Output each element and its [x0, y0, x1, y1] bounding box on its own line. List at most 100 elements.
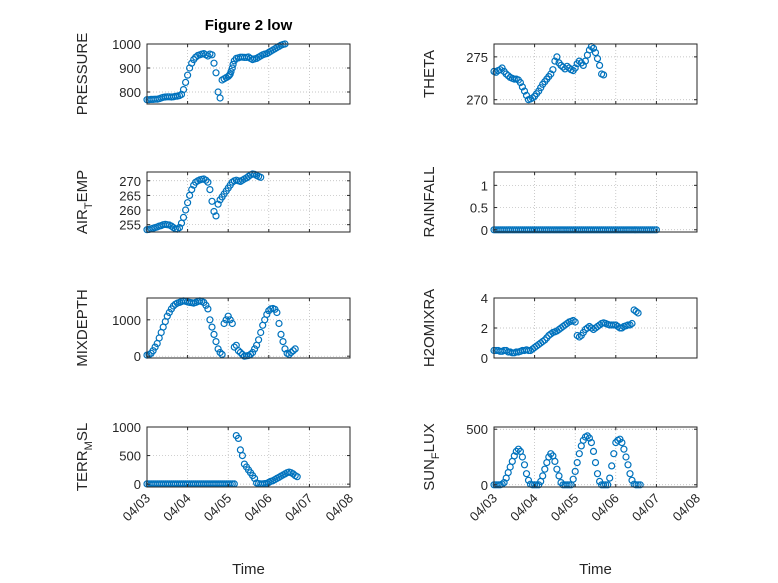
x-tick-label: 04/03: [120, 491, 154, 525]
data-point: [257, 173, 265, 181]
data-point: [212, 338, 220, 346]
data-point: [547, 70, 555, 78]
data-point: [234, 347, 242, 355]
data-point: [593, 470, 602, 478]
series-markers: [490, 432, 644, 489]
y-tick-label: 0: [481, 351, 488, 366]
data-point: [551, 457, 559, 465]
data-point: [257, 328, 265, 337]
y-axis-label: SUNFLUX: [421, 423, 442, 491]
data-point: [571, 467, 579, 475]
data-point: [583, 432, 592, 440]
y-tick-label: 255: [119, 218, 141, 233]
data-point: [604, 481, 612, 489]
data-point: [618, 439, 626, 447]
data-point: [149, 347, 157, 355]
data-point: [650, 226, 659, 234]
grid: [147, 172, 350, 232]
y-tick-label: 0: [134, 349, 141, 364]
axes-box: [493, 171, 698, 233]
y-tick-label: 0.5: [470, 201, 488, 216]
data-point: [236, 348, 244, 357]
y-tick-label: 4: [481, 291, 488, 306]
data-point: [208, 51, 216, 59]
data-point: [234, 434, 242, 442]
chart-title: Figure 2 low: [205, 17, 293, 34]
data-point: [224, 312, 232, 320]
data-point: [179, 213, 188, 221]
data-point: [238, 452, 246, 460]
data-point: [608, 462, 616, 470]
data-point: [610, 321, 618, 329]
data-point: [275, 319, 283, 328]
data-point: [188, 59, 196, 67]
y-tick-label: 1000: [112, 37, 141, 52]
data-point: [522, 470, 531, 478]
grid: [147, 427, 350, 487]
data-point: [236, 446, 244, 454]
data-point: [210, 59, 218, 67]
data-point: [624, 321, 632, 329]
data-point: [606, 474, 614, 482]
data-point: [593, 54, 602, 63]
data-point: [539, 472, 547, 480]
data-point: [246, 350, 255, 358]
y-axis-label: RAINFALL: [421, 167, 438, 238]
data-point: [648, 226, 656, 234]
data-point: [226, 316, 234, 324]
y-tick-label: 0: [481, 478, 488, 493]
data-point: [520, 461, 529, 469]
data-point: [581, 57, 590, 65]
data-point: [206, 316, 214, 324]
data-point: [547, 450, 555, 458]
data-point: [263, 310, 271, 318]
data-point: [216, 348, 224, 357]
data-point: [184, 199, 192, 207]
data-point: [210, 330, 218, 338]
data-point: [293, 473, 301, 481]
data-point: [541, 465, 549, 473]
data-point: [212, 212, 220, 220]
data-point: [220, 319, 228, 328]
data-point: [573, 459, 581, 467]
grid: [494, 172, 697, 232]
data-point: [618, 324, 626, 332]
series-markers: [490, 226, 661, 234]
grid: [494, 44, 697, 104]
y-tick-label: 1000: [112, 420, 141, 435]
data-point: [530, 481, 539, 489]
data-point: [652, 226, 661, 234]
data-point: [591, 48, 600, 57]
panel-sun-flux: 0 500 SUNFLUX 04/03 04/04 04/05 04/06 04/07 04/0…: [421, 422, 703, 578]
data-point: [179, 85, 188, 94]
panel-terr-msl: 0 500 1000 TERRMSL 04/03 04/04 04/05 04/06 04/07…: [74, 420, 356, 578]
series-markers: [490, 42, 608, 104]
data-point: [210, 207, 218, 216]
data-point: [518, 83, 527, 91]
data-point: [188, 186, 196, 194]
data-point: [273, 308, 281, 317]
y-tick-label: 260: [119, 203, 141, 218]
y-axis-label: H2OMIXRA: [421, 289, 438, 367]
data-point: [634, 481, 642, 489]
y-tick-label: 500: [119, 449, 141, 464]
data-point: [216, 94, 224, 102]
data-point: [496, 66, 504, 74]
x-tick-label: 04/06: [241, 491, 275, 525]
data-point: [522, 91, 531, 100]
data-point: [634, 309, 642, 317]
x-tick-label: 04/07: [282, 491, 316, 525]
data-point: [636, 481, 644, 489]
data-point: [204, 52, 212, 60]
data-point: [599, 481, 608, 489]
grid: [494, 427, 697, 487]
data-point: [595, 61, 604, 70]
y-tick-label: 2: [481, 321, 488, 336]
x-tick-label: 04/08: [670, 491, 704, 525]
data-point: [204, 178, 212, 186]
panel-rainfall: 0 0.5 1 RAINFALL: [421, 167, 698, 238]
data-point: [585, 434, 594, 442]
axes-box: [146, 171, 351, 233]
data-point: [228, 64, 236, 72]
data-point: [289, 347, 297, 355]
